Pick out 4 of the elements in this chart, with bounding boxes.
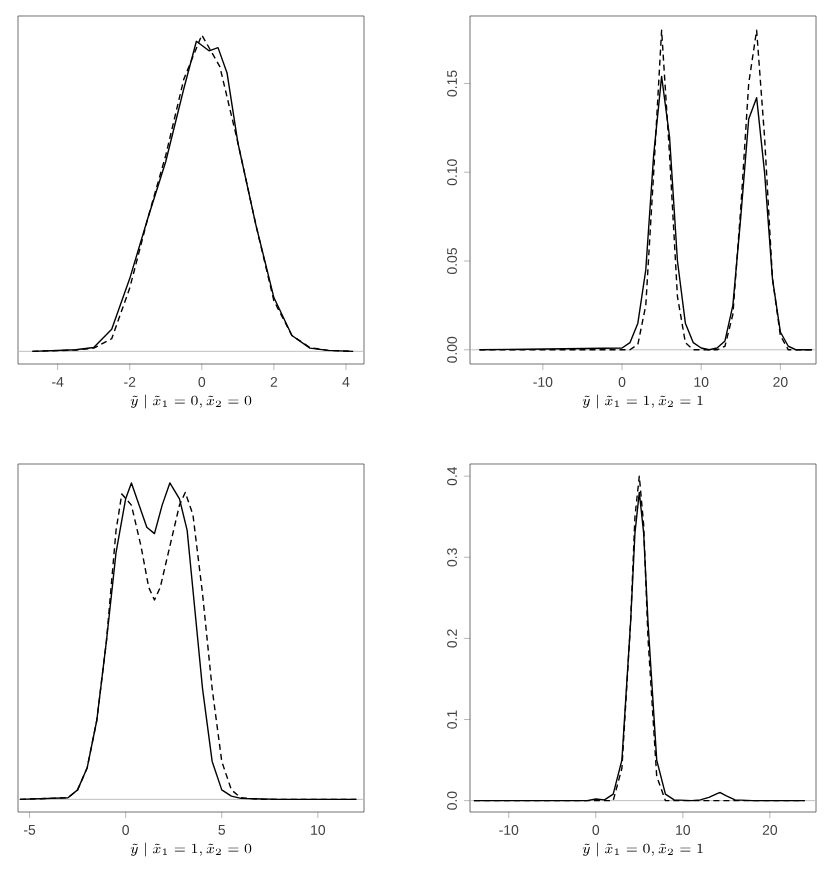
x-axis-title: $\tilde{y} \mid \tilde{x}_1 = 0, \tilde{x}_2 = 1$ <box>582 842 703 857</box>
x-axis-title: $\tilde{y} \mid \tilde{x}_1 = 0, \tilde{x}_2 = 0$ <box>130 394 252 409</box>
x-axis-title: $\tilde{y} \mid \tilde{x}_1 = 1, \tilde{x}_2 = 0$ <box>130 842 252 857</box>
x-axis-title: $\tilde{y} \mid \tilde{x}_1 = 1, \tilde{x}_2 = 1$ <box>582 394 703 409</box>
